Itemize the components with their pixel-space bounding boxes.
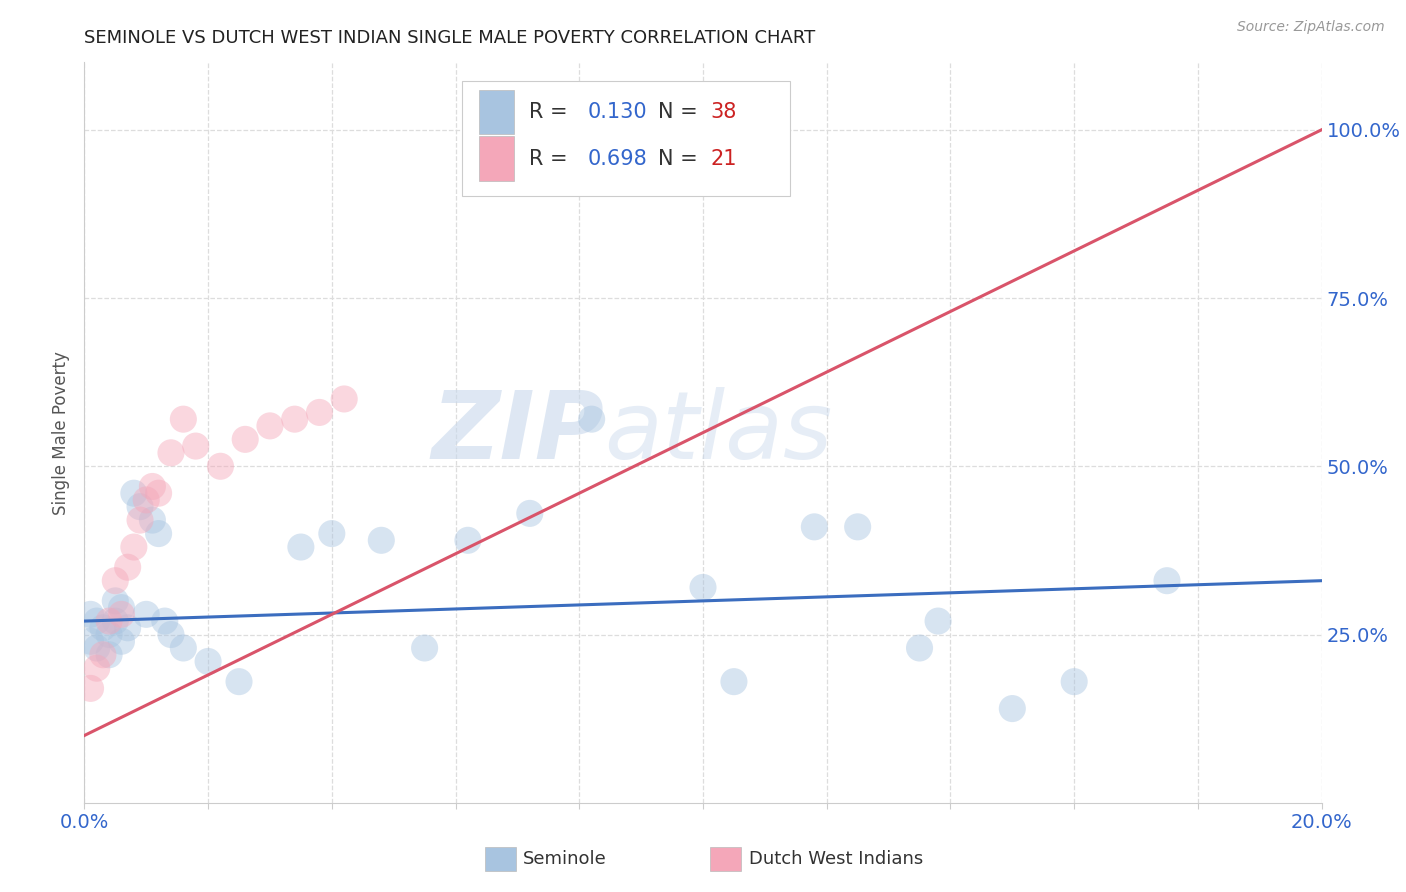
Point [86,661,108,675]
Point [141,479,163,493]
Point [117,621,139,635]
Point [284,412,307,426]
Point [148,526,170,541]
FancyBboxPatch shape [479,90,513,135]
Text: Dutch West Indians: Dutch West Indians [749,850,924,868]
Point [153,614,176,628]
Point [1063,674,1085,689]
Point [98,627,121,641]
Point [228,674,250,689]
Point [129,513,152,527]
Point [321,526,343,541]
Text: 21: 21 [710,149,737,169]
Text: ZIP: ZIP [432,386,605,479]
Text: 38: 38 [710,102,737,122]
Text: R =: R = [529,149,574,169]
Text: Seminole: Seminole [523,850,607,868]
Point [927,614,949,628]
Point [1156,574,1178,588]
Text: SEMINOLE VS DUTCH WEST INDIAN SINGLE MALE POVERTY CORRELATION CHART: SEMINOLE VS DUTCH WEST INDIAN SINGLE MAL… [84,29,815,47]
FancyBboxPatch shape [461,81,790,195]
Point [135,492,157,507]
Point [104,614,127,628]
Point [141,513,163,527]
Point [79,634,101,648]
Point [117,560,139,574]
Y-axis label: Single Male Poverty: Single Male Poverty [52,351,70,515]
Point [122,540,145,554]
Text: N =: N = [658,102,704,122]
Point [104,574,127,588]
Text: Source: ZipAtlas.com: Source: ZipAtlas.com [1237,20,1385,34]
Point [308,405,330,419]
Point [148,486,170,500]
Point [519,507,541,521]
Point [135,607,157,622]
Point [233,433,256,447]
Point [197,655,219,669]
Point [160,627,183,641]
Point [91,621,114,635]
Text: 0.698: 0.698 [588,149,648,169]
Text: R =: R = [529,102,574,122]
Point [104,594,127,608]
Text: N =: N = [658,149,704,169]
Point [259,418,281,433]
Point [184,439,207,453]
Point [413,640,436,655]
Point [457,533,479,548]
Point [370,533,392,548]
Text: 0.130: 0.130 [588,102,648,122]
Point [98,648,121,662]
Text: atlas: atlas [605,387,832,478]
Point [129,500,152,514]
Point [110,600,132,615]
Point [79,607,101,622]
FancyBboxPatch shape [479,136,513,181]
Point [110,634,132,648]
Point [723,674,745,689]
Point [172,640,194,655]
Point [172,412,194,426]
Point [91,648,114,662]
Point [209,459,232,474]
Point [692,581,714,595]
Point [86,640,108,655]
Point [290,540,312,554]
Point [86,614,108,628]
Point [160,446,183,460]
Point [333,392,356,406]
Point [846,520,869,534]
Point [98,614,121,628]
Point [1001,701,1024,715]
Point [110,607,132,622]
Point [122,486,145,500]
Point [581,412,603,426]
Point [908,640,931,655]
Point [803,520,825,534]
Point [79,681,101,696]
